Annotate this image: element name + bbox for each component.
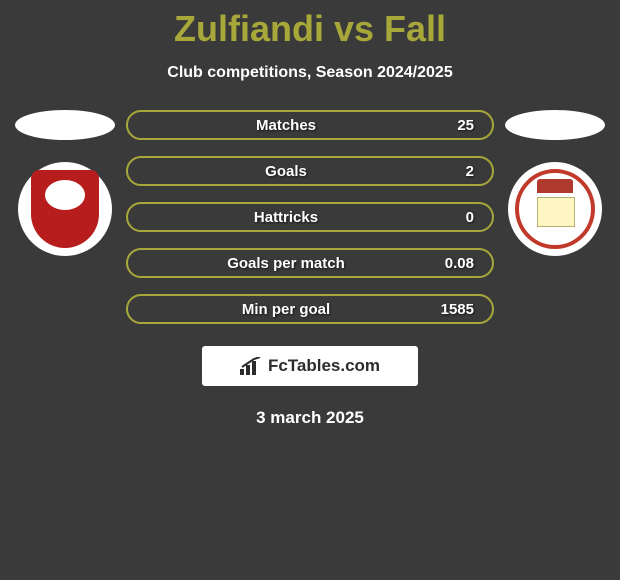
right-club-badge	[508, 162, 602, 256]
left-player-oval	[15, 110, 115, 140]
subtitle: Club competitions, Season 2024/2025	[0, 64, 620, 82]
stat-row-min-per-goal: Min per goal 1585	[126, 294, 494, 324]
chart-icon	[240, 357, 262, 375]
right-column	[500, 110, 610, 256]
circle-badge-icon	[515, 169, 595, 249]
branding-text: FcTables.com	[268, 356, 380, 376]
branding-badge[interactable]: FcTables.com	[202, 346, 418, 386]
stat-label: Matches	[146, 117, 426, 134]
stat-row-hattricks: Hattricks 0	[126, 202, 494, 232]
stat-row-goals-per-match: Goals per match 0.08	[126, 248, 494, 278]
stat-value: 0.08	[426, 255, 474, 272]
date-text: 3 march 2025	[0, 408, 620, 428]
shield-icon	[31, 170, 99, 248]
stats-column: Matches 25 Goals 2 Hattricks 0 Goals per…	[120, 110, 500, 324]
stat-row-goals: Goals 2	[126, 156, 494, 186]
stat-row-matches: Matches 25	[126, 110, 494, 140]
page-title: Zulfiandi vs Fall	[0, 0, 620, 50]
comparison-card: Zulfiandi vs Fall Club competitions, Sea…	[0, 0, 620, 428]
stat-label: Goals per match	[146, 255, 426, 272]
stat-label: Goals	[146, 163, 426, 180]
stat-label: Hattricks	[146, 209, 426, 226]
stat-label: Min per goal	[146, 301, 426, 318]
left-club-badge	[18, 162, 112, 256]
main-row: Matches 25 Goals 2 Hattricks 0 Goals per…	[0, 110, 620, 324]
right-player-oval	[505, 110, 605, 140]
stat-value: 0	[426, 209, 474, 226]
stat-value: 2	[426, 163, 474, 180]
stat-value: 25	[426, 117, 474, 134]
left-column	[10, 110, 120, 256]
stat-value: 1585	[426, 301, 474, 318]
